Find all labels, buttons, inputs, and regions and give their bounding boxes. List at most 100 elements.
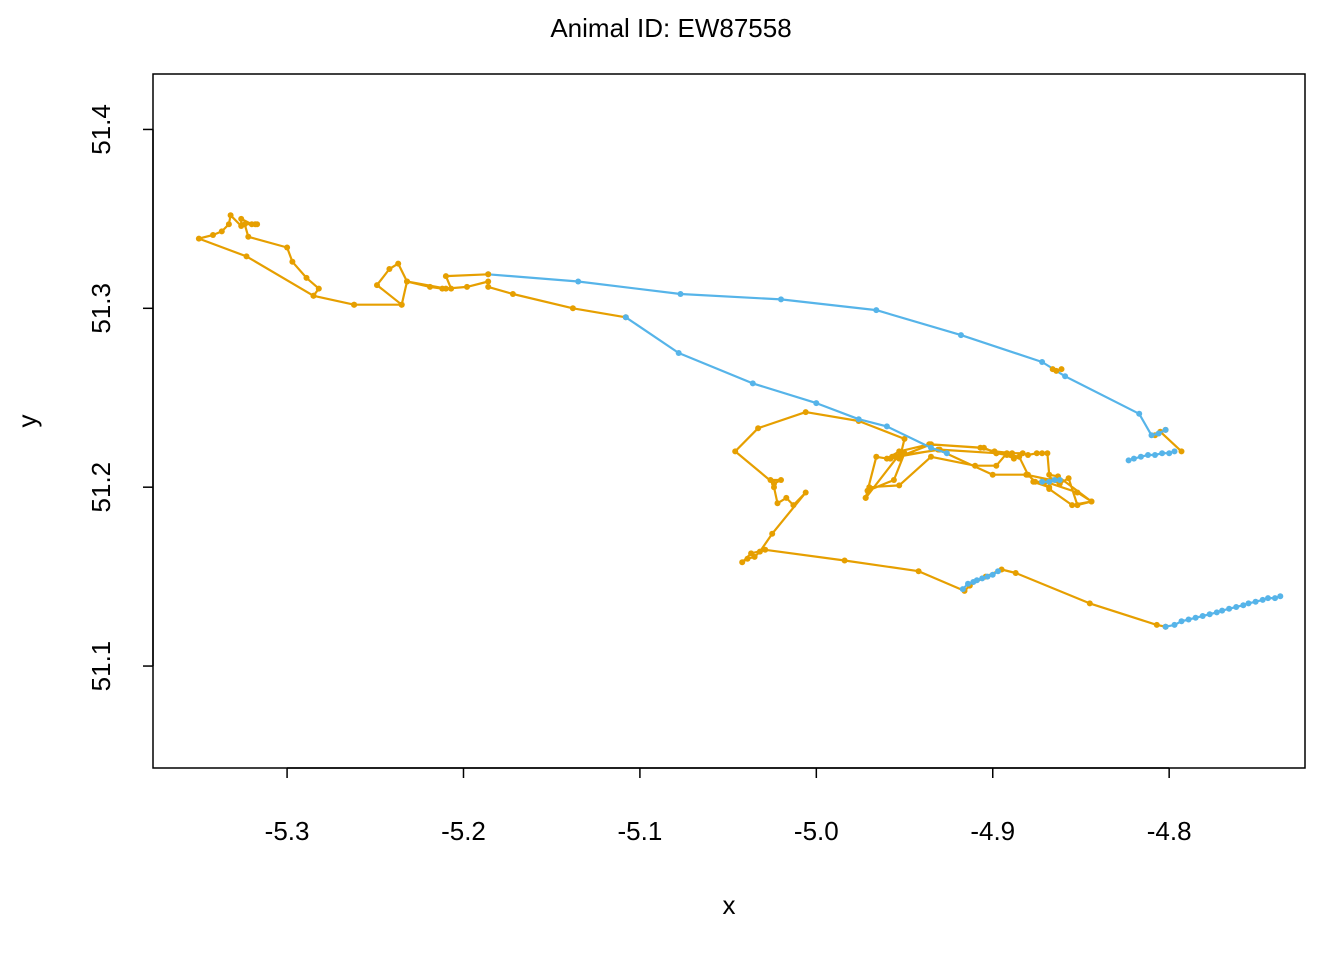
track-point bbox=[464, 283, 470, 290]
track-point bbox=[1162, 623, 1169, 630]
track-point bbox=[1233, 604, 1240, 610]
y-tick-label: 51.3 bbox=[86, 283, 116, 334]
track-point bbox=[1051, 477, 1058, 483]
track-point bbox=[749, 380, 756, 387]
track-point bbox=[841, 557, 848, 564]
track-point bbox=[896, 482, 903, 489]
track-point bbox=[315, 285, 322, 292]
track-point bbox=[883, 455, 890, 462]
track-point bbox=[972, 462, 979, 469]
x-tick-label: -5.3 bbox=[265, 816, 310, 846]
track-point bbox=[248, 221, 255, 228]
track-point bbox=[218, 228, 225, 235]
track-point bbox=[310, 292, 317, 299]
track-point bbox=[1044, 450, 1051, 457]
track-point bbox=[774, 500, 781, 507]
track-point bbox=[1046, 478, 1053, 485]
x-tick-label: -5.1 bbox=[618, 816, 663, 846]
y-axis: 51.1 51.2 51.3 51.4 bbox=[86, 104, 154, 691]
track-point bbox=[1178, 618, 1185, 625]
track-point bbox=[739, 559, 746, 566]
track-point bbox=[1148, 432, 1155, 439]
track-point bbox=[1007, 452, 1014, 458]
track-point bbox=[755, 425, 762, 432]
track-point bbox=[569, 305, 576, 312]
track-point bbox=[896, 455, 903, 462]
track-point bbox=[575, 278, 582, 285]
track-point bbox=[1025, 471, 1031, 478]
track-point bbox=[769, 530, 776, 537]
track-segment bbox=[1039, 477, 1063, 485]
track-point bbox=[995, 568, 1001, 575]
track-point bbox=[778, 296, 784, 303]
track-point bbox=[195, 235, 202, 242]
track-point bbox=[1074, 502, 1081, 509]
track-point bbox=[225, 221, 232, 228]
track-point bbox=[984, 573, 991, 580]
track-point bbox=[993, 462, 1000, 469]
track-point bbox=[973, 577, 980, 584]
track-point bbox=[448, 285, 455, 292]
track-point bbox=[1069, 502, 1076, 509]
track-point bbox=[485, 271, 492, 278]
track-segment bbox=[732, 409, 1169, 630]
track-point bbox=[732, 448, 739, 455]
x-axis-label: x bbox=[723, 890, 736, 920]
track-point bbox=[862, 494, 869, 501]
track-point bbox=[915, 568, 922, 575]
track-point bbox=[1033, 450, 1040, 457]
track-point bbox=[1152, 452, 1158, 458]
track-point bbox=[1088, 498, 1095, 505]
chart-title: Animal ID: EW87558 bbox=[550, 13, 791, 43]
track-point bbox=[1046, 471, 1053, 478]
track-point bbox=[1058, 366, 1065, 373]
track-point bbox=[1016, 453, 1023, 460]
track-point bbox=[1145, 452, 1151, 458]
track-point bbox=[243, 253, 250, 260]
track-point bbox=[1153, 621, 1160, 628]
track-point bbox=[979, 575, 986, 582]
track-point bbox=[677, 291, 684, 297]
track-point bbox=[813, 400, 820, 407]
track-point bbox=[1074, 489, 1081, 496]
track-point bbox=[873, 453, 880, 460]
track-point bbox=[1039, 478, 1046, 485]
track-point bbox=[351, 301, 358, 308]
track-point bbox=[855, 416, 862, 423]
track-point bbox=[802, 489, 809, 496]
track-point bbox=[756, 548, 763, 555]
track-point bbox=[1039, 450, 1046, 457]
track-point bbox=[965, 580, 971, 587]
track-point bbox=[1046, 484, 1053, 491]
track-point bbox=[1039, 359, 1046, 365]
track-point bbox=[771, 480, 777, 487]
track-point bbox=[395, 260, 402, 267]
track-point bbox=[901, 450, 908, 457]
track-point bbox=[1155, 430, 1162, 437]
track-point bbox=[442, 273, 449, 280]
track-point bbox=[509, 291, 516, 297]
track-point bbox=[485, 278, 492, 285]
track-point bbox=[1178, 448, 1185, 455]
track-point bbox=[398, 301, 405, 308]
track-point bbox=[1185, 616, 1192, 623]
track-point bbox=[1192, 614, 1199, 621]
track-point bbox=[1159, 450, 1166, 457]
track-point bbox=[245, 233, 252, 240]
track-point bbox=[404, 278, 410, 285]
track-point bbox=[1030, 478, 1037, 485]
track-point bbox=[289, 258, 296, 265]
x-tick-label: -5.2 bbox=[441, 816, 486, 846]
track-point bbox=[1277, 593, 1284, 600]
track-point bbox=[993, 450, 1000, 457]
track-line bbox=[625, 316, 948, 455]
track-point bbox=[1226, 605, 1233, 612]
track-point bbox=[762, 546, 769, 553]
track-point bbox=[751, 553, 758, 560]
track-segment bbox=[1125, 448, 1178, 464]
track-point bbox=[1012, 570, 1019, 576]
track-point bbox=[227, 212, 234, 219]
track-point bbox=[238, 223, 245, 229]
